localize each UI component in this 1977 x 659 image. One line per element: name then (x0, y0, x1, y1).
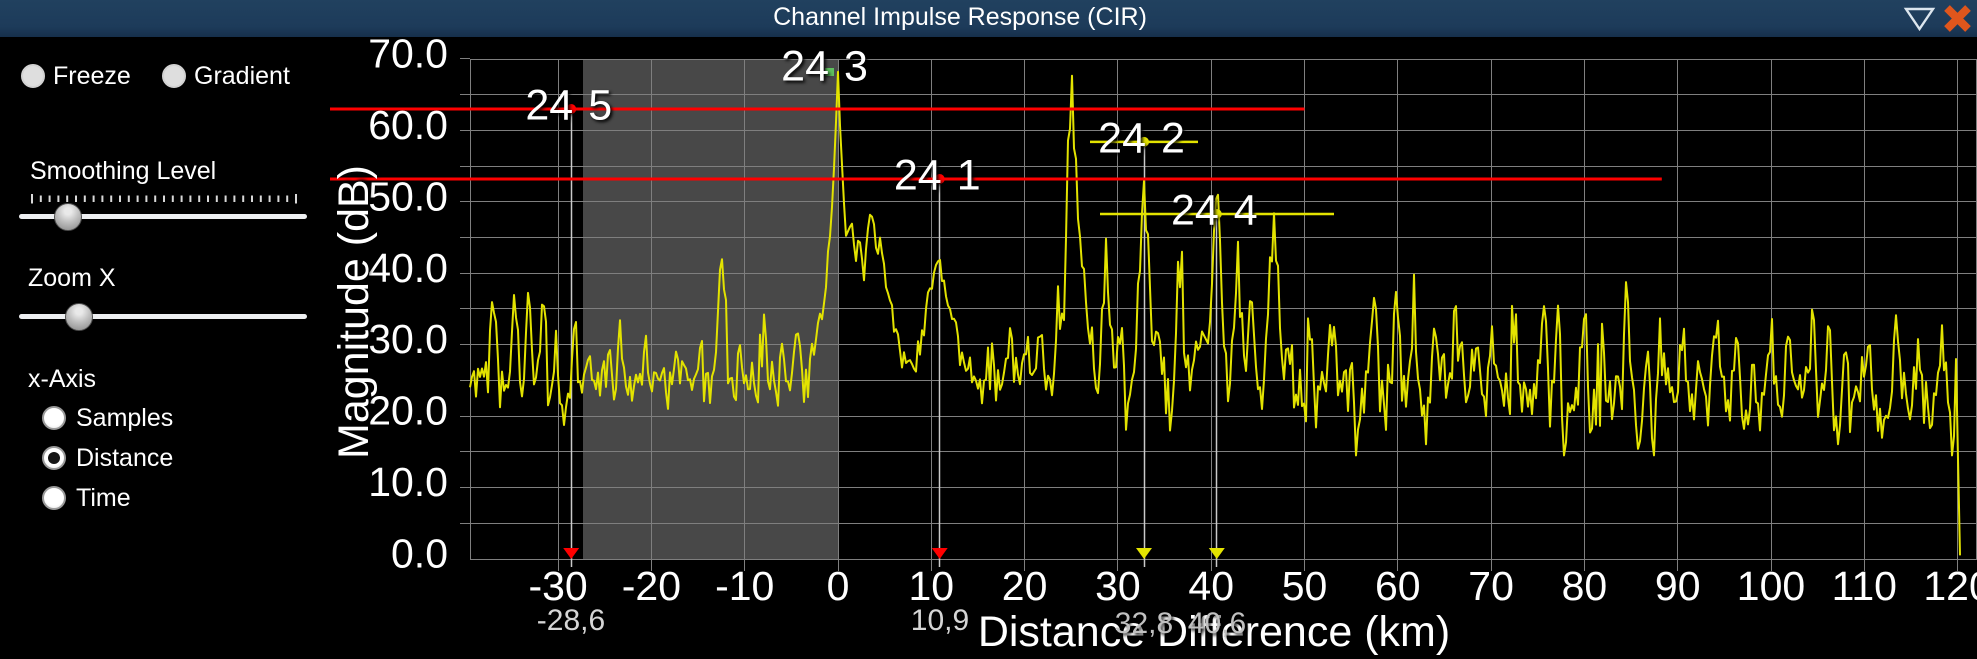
svg-text:4: 4 (1234, 187, 1258, 235)
svg-text:100: 100 (1737, 563, 1805, 609)
svg-text:24: 24 (1171, 187, 1219, 235)
svg-text:0.0: 0.0 (391, 531, 448, 577)
svg-text:10.0: 10.0 (368, 459, 448, 505)
svg-text:40.0: 40.0 (368, 245, 448, 291)
svg-text:3: 3 (844, 43, 868, 91)
svg-text:24: 24 (525, 82, 573, 130)
svg-text:70: 70 (1468, 563, 1514, 609)
svg-text:110: 110 (1832, 563, 1897, 609)
svg-text:20: 20 (1002, 563, 1048, 609)
svg-text:2: 2 (1161, 114, 1185, 162)
svg-text:24: 24 (781, 43, 829, 91)
svg-text:1: 1 (957, 152, 981, 200)
svg-text:60.0: 60.0 (368, 102, 448, 148)
svg-text:90: 90 (1655, 563, 1701, 609)
svg-text:5: 5 (588, 82, 612, 130)
svg-text:30: 30 (1095, 563, 1141, 609)
svg-text:24: 24 (1098, 114, 1146, 162)
svg-text:-28,6: -28,6 (537, 604, 605, 637)
svg-text:120: 120 (1923, 563, 1977, 609)
svg-text:24: 24 (894, 152, 942, 200)
svg-text:-30: -30 (528, 563, 587, 609)
svg-text:10: 10 (908, 563, 954, 609)
svg-text:70.0: 70.0 (368, 31, 448, 77)
svg-text:-20: -20 (622, 563, 681, 609)
svg-text:0: 0 (827, 563, 850, 609)
svg-text:40: 40 (1188, 563, 1234, 609)
svg-text:50.0: 50.0 (368, 173, 448, 219)
svg-text:Magnitude (dB): Magnitude (dB) (330, 165, 378, 459)
svg-text:50: 50 (1282, 563, 1328, 609)
svg-text:30.0: 30.0 (368, 316, 448, 362)
svg-text:Distance Difference (km): Distance Difference (km) (978, 608, 1450, 656)
svg-text:32,8: 32,8 (1115, 607, 1173, 640)
svg-text:10,9: 10,9 (911, 604, 969, 637)
svg-text:20.0: 20.0 (368, 388, 448, 434)
svg-text:80: 80 (1562, 563, 1608, 609)
svg-text:-10: -10 (715, 563, 774, 609)
svg-text:60: 60 (1375, 563, 1421, 609)
svg-text:40,6: 40,6 (1188, 607, 1246, 640)
